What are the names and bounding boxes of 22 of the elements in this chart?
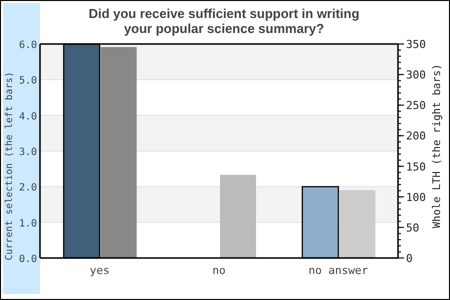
y2-tick-label: 100 (406, 190, 426, 204)
y2-tick-label: 150 (406, 160, 426, 174)
y2-tick-label: 350 (406, 38, 426, 51)
y-tick-label: 6.0 (18, 40, 37, 51)
y-tick-label: 5.0 (18, 76, 37, 87)
y-tick-label: 3.0 (18, 147, 37, 158)
y2-tick-label: 0 (406, 252, 413, 265)
y2-tick-label: 200 (406, 130, 426, 143)
y2-tick-label: 50 (406, 221, 420, 234)
y-tick-label: 1.0 (18, 218, 37, 230)
y-tick-label: 4.0 (18, 111, 37, 122)
y2-tick-label: 300 (406, 68, 426, 82)
chart-title: Did you receive sufficient support in writing your popular science summary? (88, 6, 360, 36)
y-tick-label: 2.0 (18, 182, 37, 194)
bar (220, 174, 256, 258)
x-tick-label: no (212, 264, 226, 277)
y2-tick-label: 250 (406, 99, 426, 112)
x-tick-label: no answer (308, 264, 369, 277)
y-tick-label: 0.0 (18, 254, 37, 265)
y2-axis-title: Whole LTH (the right bars) (431, 64, 443, 228)
x-tick-label: yes (90, 264, 110, 277)
y-axis-title: Current selection (the left bars) (4, 72, 15, 260)
